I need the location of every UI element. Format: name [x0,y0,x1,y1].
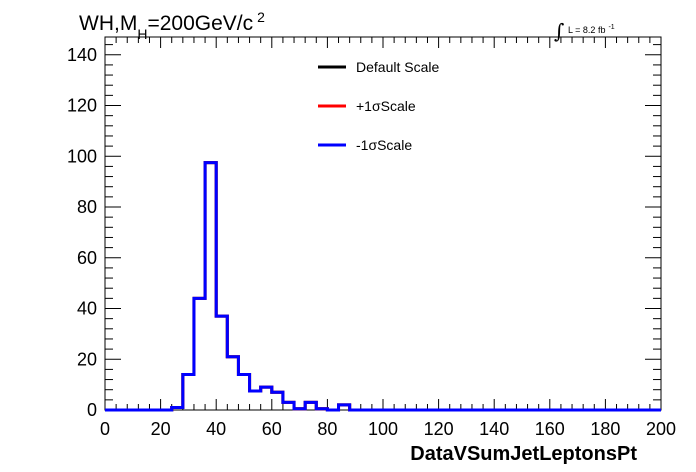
series-line-2 [105,161,661,412]
luminosity-text: L = 8.2 fb [568,25,605,35]
x-tick-label: 60 [262,419,282,439]
y-tick-label: 40 [77,299,97,319]
x-tick-label: 160 [535,419,565,439]
y-tick-label: 60 [77,248,97,268]
legend: Default Scale +1σScale -1σScale [318,59,439,153]
chart-title-rest: =200GeV/c [147,12,253,35]
luminosity-integral-symbol: ∫ [554,19,564,43]
chart-title-superscript: 2 [257,9,265,25]
y-tick-label: 140 [67,45,97,65]
chart-title-subscript: H [137,26,147,42]
luminosity-superscript: -1 [608,24,614,31]
y-tick-label: 0 [87,400,97,420]
x-tick-label: 0 [100,419,110,439]
x-tick-label: 80 [317,419,337,439]
y-tick-label: 100 [67,146,97,166]
x-axis: 0 20 40 60 80 100 120 140 160 180 200 [100,37,676,439]
legend-entry-label: +1σScale [356,98,416,114]
y-axis: 0 20 40 60 80 100 120 140 [67,44,661,420]
chart-title-main: WH,M [79,12,137,35]
legend-entry-label: Default Scale [356,59,439,75]
y-tick-label: 80 [77,197,97,217]
luminosity-label: L = 8.2 fb -1 [568,24,615,35]
x-tick-label: 40 [206,419,226,439]
x-tick-label: 20 [151,419,171,439]
x-axis-label: DataVSumJetLeptonsPt [410,443,637,465]
y-tick-label: 20 [77,349,97,369]
x-tick-label: 140 [479,419,509,439]
x-tick-label: 120 [424,419,454,439]
x-tick-label: 100 [368,419,398,439]
y-tick-label: 120 [67,96,97,116]
series-layer [105,161,661,412]
legend-entry-label: -1σScale [356,137,412,153]
chart-title: WH,MH=200GeV/c 2 [79,9,265,42]
x-tick-label: 180 [590,419,620,439]
x-tick-label: 200 [646,419,676,439]
